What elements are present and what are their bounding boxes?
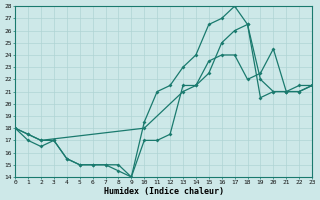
X-axis label: Humidex (Indice chaleur): Humidex (Indice chaleur) [104, 187, 224, 196]
